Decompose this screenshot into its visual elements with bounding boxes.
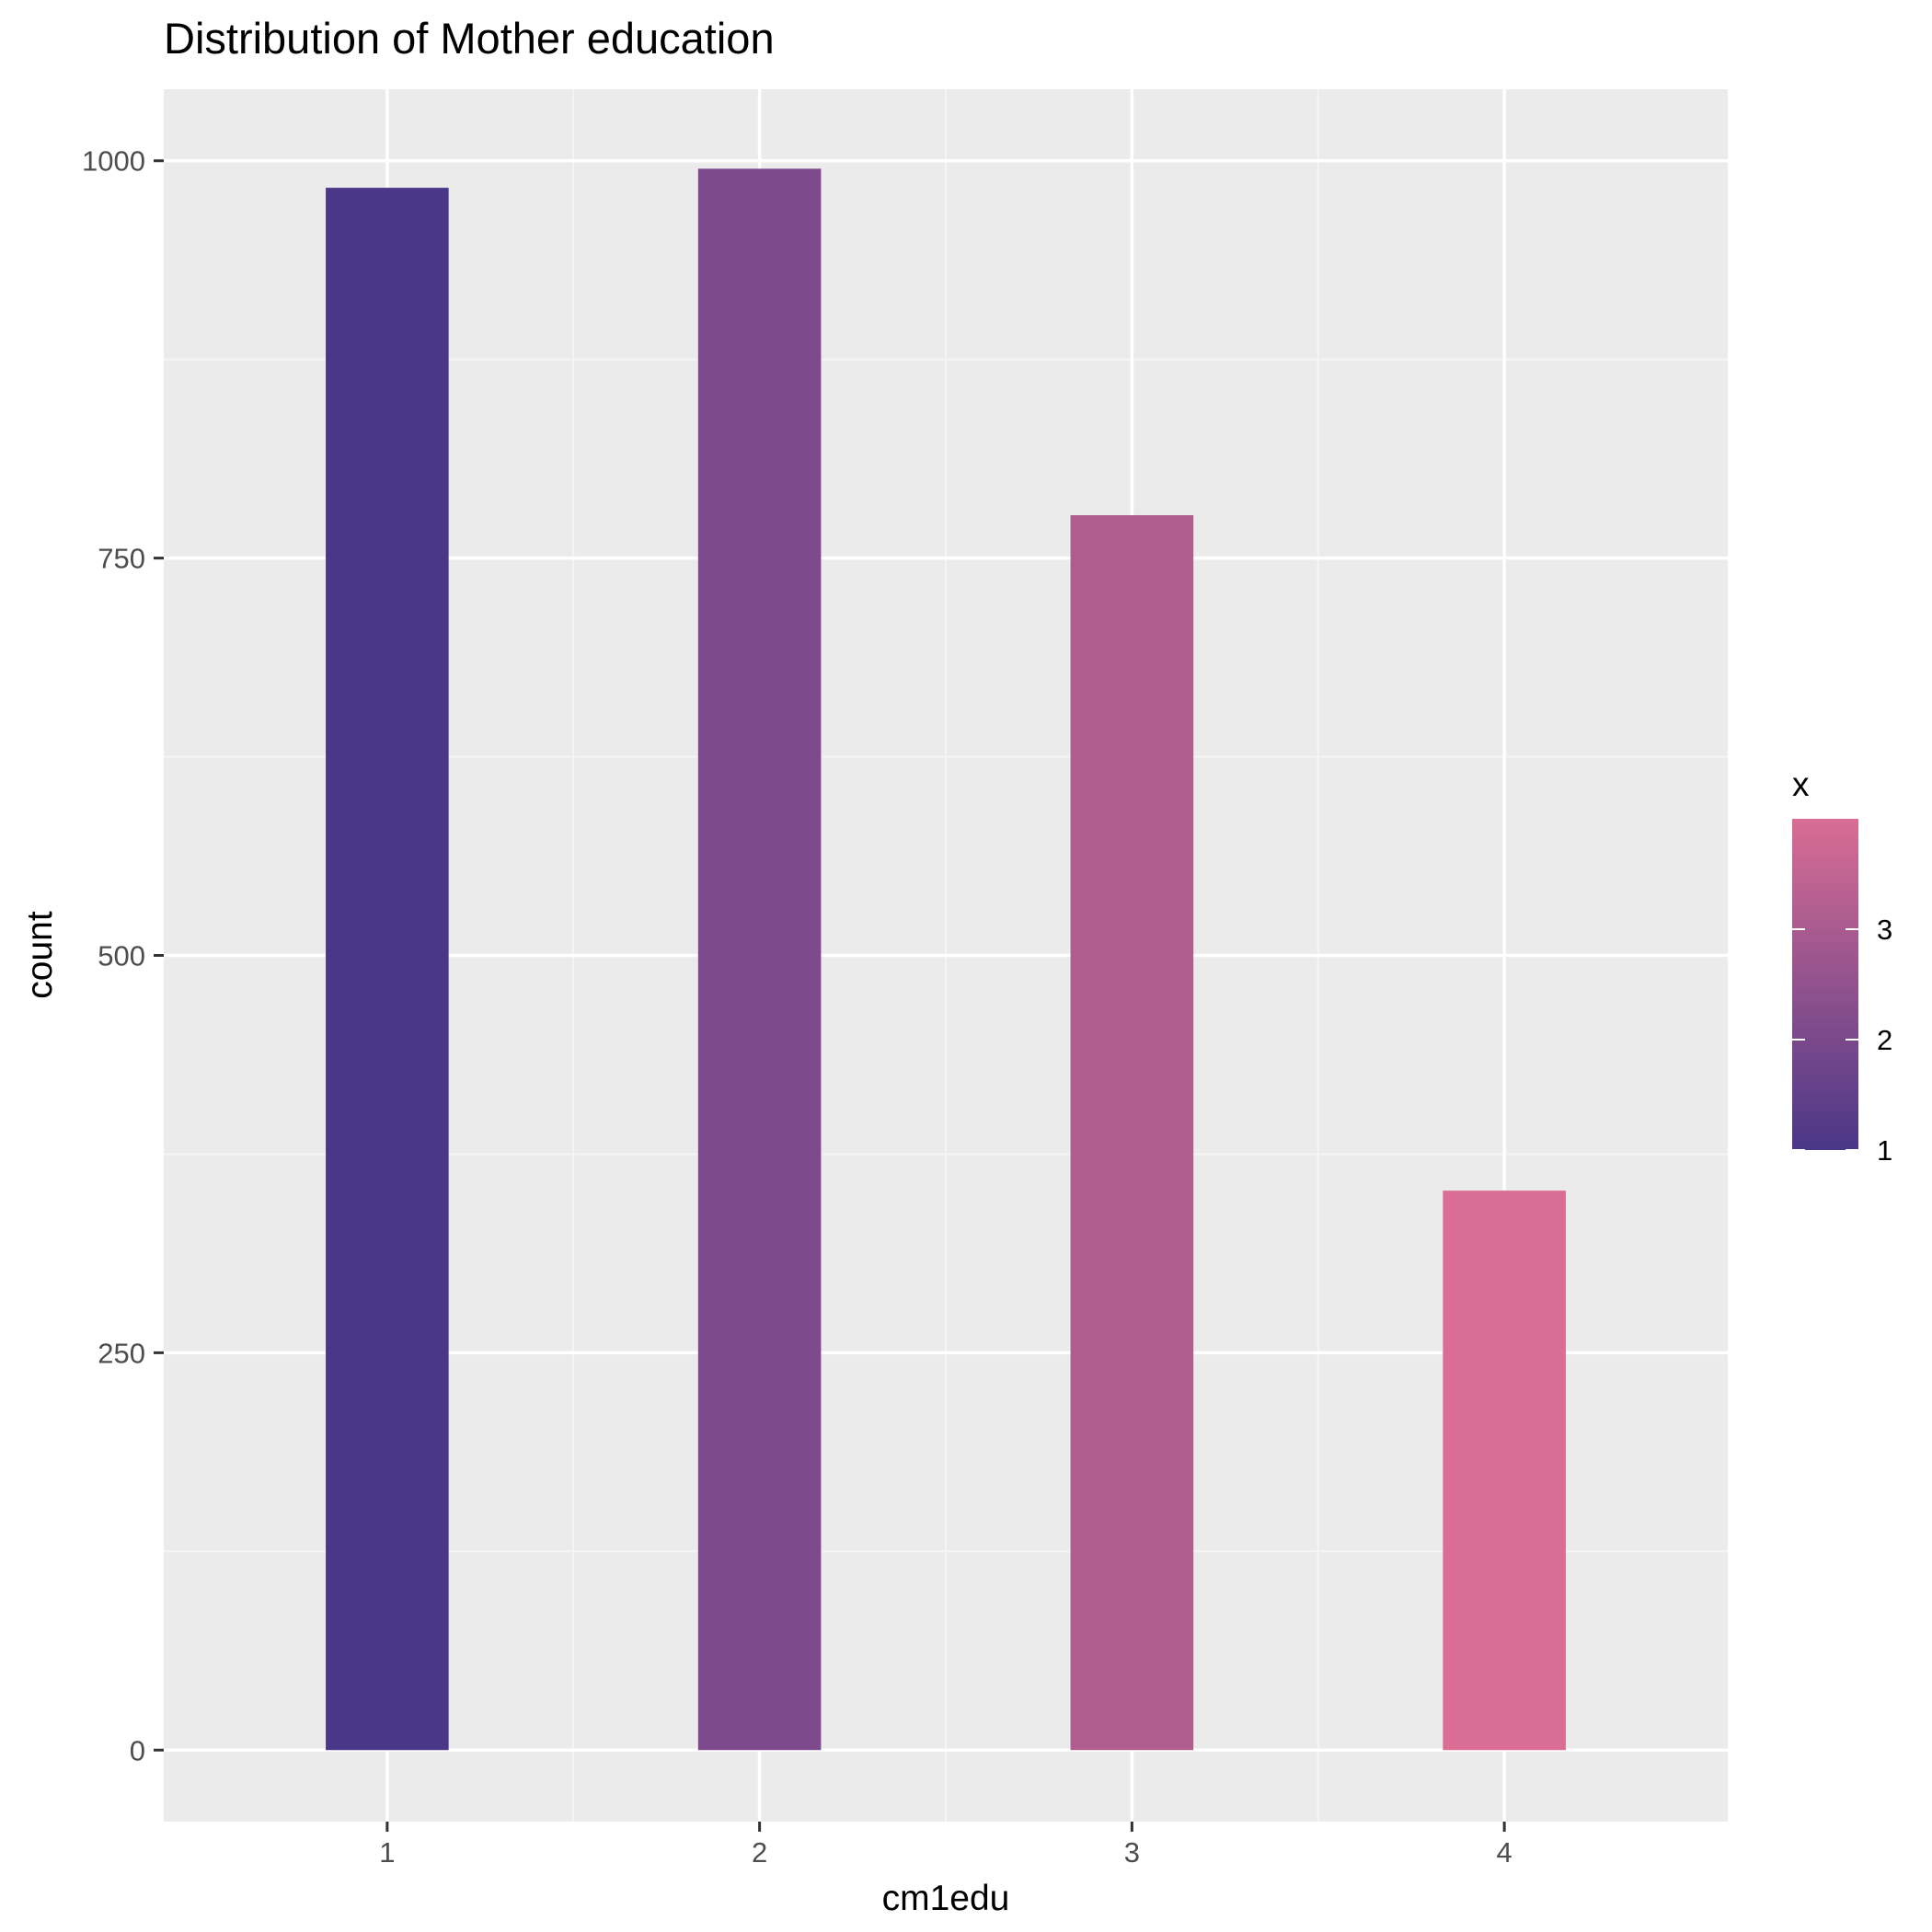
bars (326, 168, 1566, 1751)
y-axis-label: count (20, 911, 60, 999)
y-tick-label: 1000 (82, 145, 145, 178)
bar-1 (326, 188, 449, 1751)
y-tick-label: 250 (98, 1337, 145, 1369)
bar-3 (1070, 514, 1194, 1751)
x-tick-label: 4 (1497, 1836, 1512, 1869)
y-axis: 0 250 500 750 1000 (82, 145, 164, 1766)
x-tick-label: 3 (1124, 1836, 1140, 1869)
bar-4 (1443, 1190, 1566, 1751)
legend-colorbar (1792, 819, 1858, 1150)
legend-tick-label: 2 (1877, 1024, 1892, 1056)
bar-2 (697, 168, 822, 1751)
x-axis: 1 2 3 4 (379, 1822, 1512, 1869)
legend-title: x (1792, 765, 1810, 803)
color-legend: x 1 2 3 (1792, 765, 1892, 1167)
x-tick-label: 2 (752, 1836, 767, 1869)
y-tick-label: 0 (130, 1734, 145, 1766)
y-tick-label: 750 (98, 543, 145, 575)
x-axis-label: cm1edu (882, 1879, 1010, 1918)
legend-tick-label: 1 (1877, 1134, 1892, 1167)
legend-tick-label: 3 (1877, 914, 1892, 946)
y-tick-label: 500 (98, 940, 145, 972)
legend-ticks: 1 2 3 (1792, 914, 1892, 1167)
chart-title: Distribution of Mother education (164, 14, 775, 63)
x-tick-label: 1 (379, 1836, 395, 1869)
